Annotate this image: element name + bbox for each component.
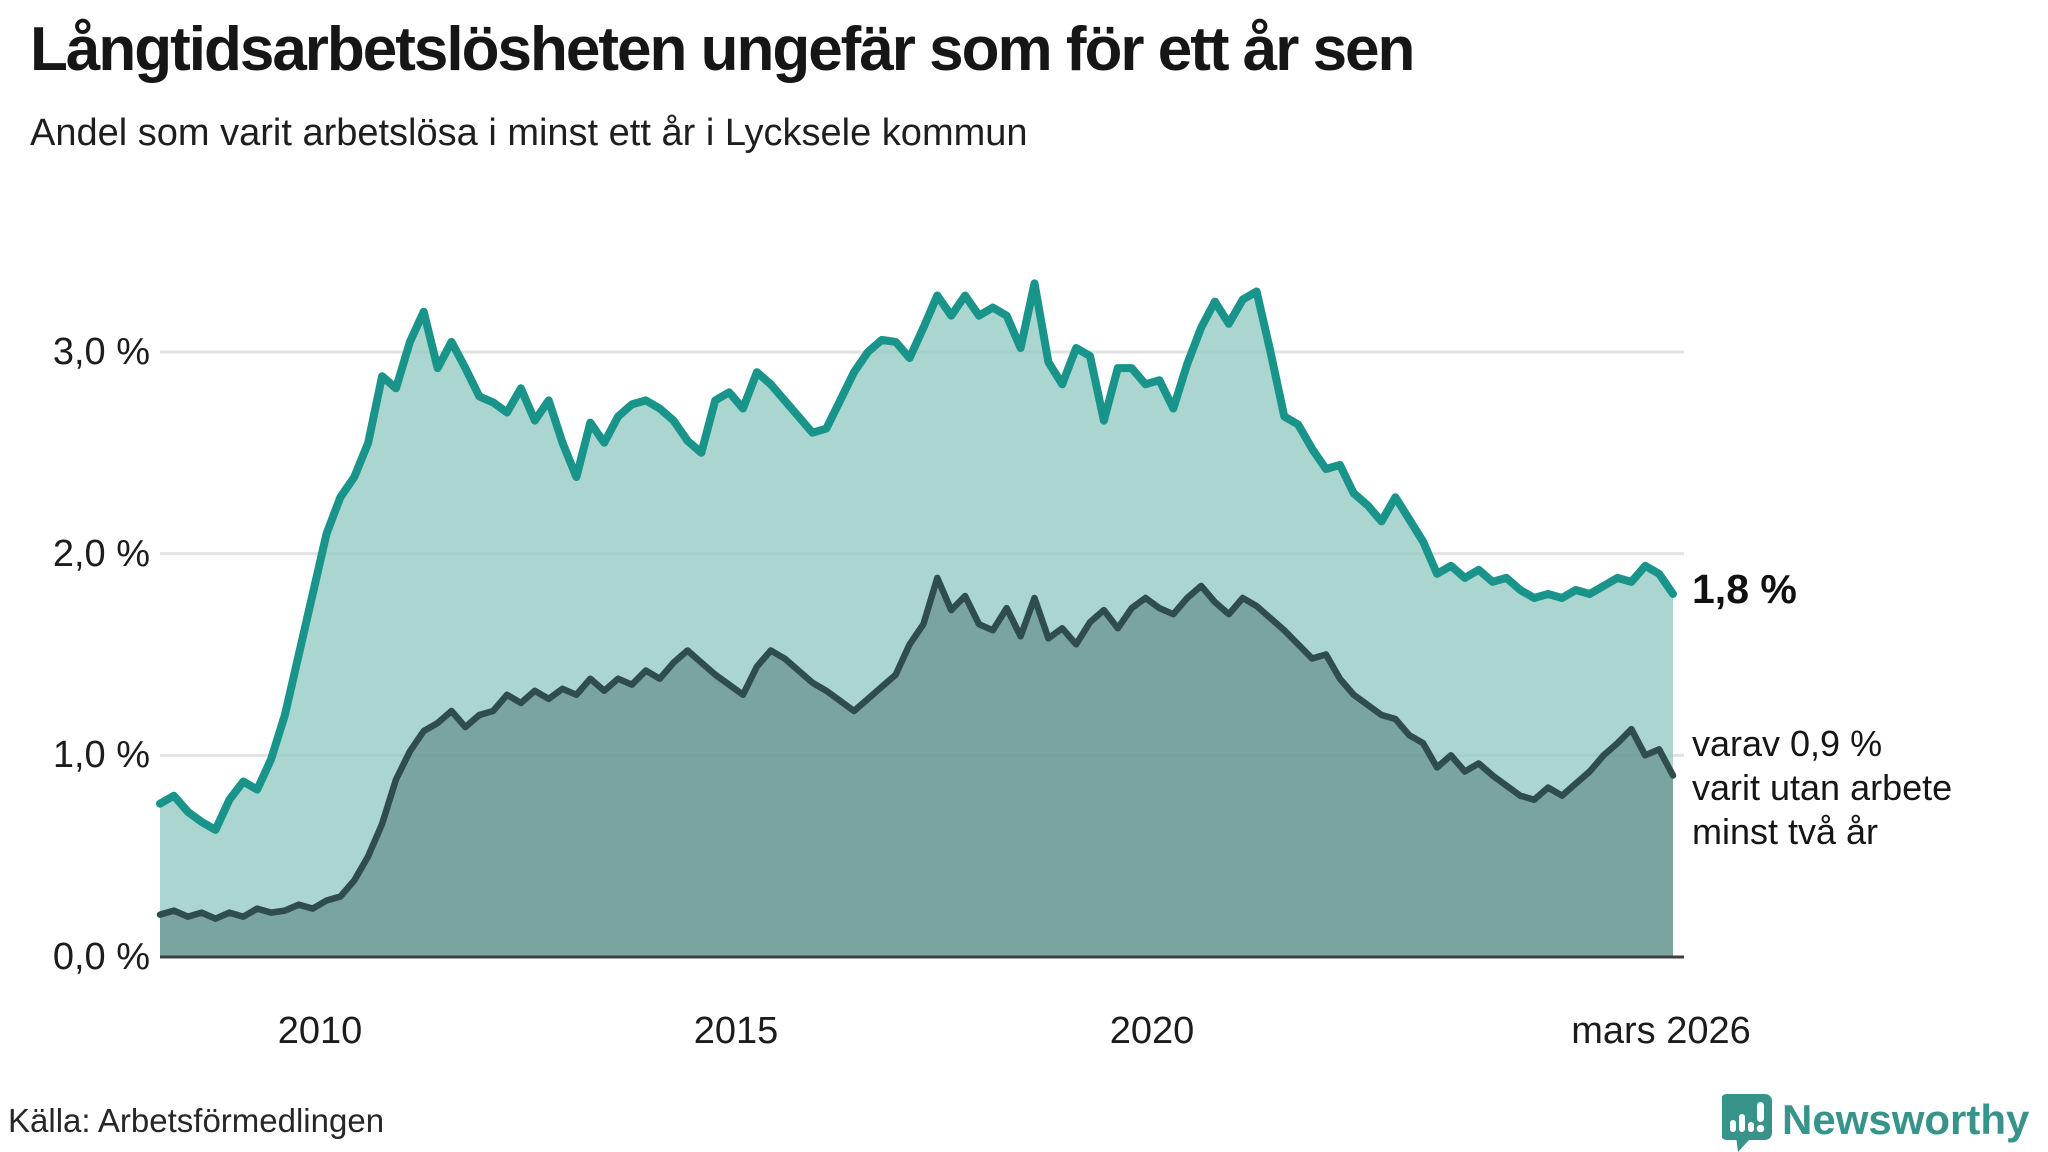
y-tick-0: 0,0 % (52, 936, 150, 978)
series-line (156, 574, 1677, 922)
x-tick-mars-2026: mars 2026 (1571, 1010, 1751, 1052)
y-tick-1: 1,0 % (52, 734, 150, 776)
end-sub-line-1: varav 0,9 % (1692, 723, 1883, 764)
series-area (160, 577, 1673, 957)
y-tick-2: 2,0 % (52, 533, 150, 575)
x-tick-2015: 2015 (693, 1010, 779, 1052)
chart-title: Långtidsarbetslösheten ungefär som för e… (30, 15, 1415, 84)
newsworthy-logo-icon (1722, 1094, 1772, 1152)
series-area (160, 283, 1673, 957)
y-tick-3: 3,0 % (52, 331, 150, 373)
series-line (156, 279, 1677, 834)
series-end-value-label: 1,8 % (1692, 566, 1797, 612)
end-sub-line-3: minst två år (1692, 811, 1879, 852)
end-sub-line-2: varit utan arbete (1692, 767, 1953, 808)
source-credit: Källa: Arbetsförmedlingen (8, 1102, 385, 1139)
chart-subtitle: Andel som varit arbetslösa i minst ett å… (30, 112, 1028, 154)
x-tick-2020: 2020 (1109, 1010, 1195, 1052)
series-end-sub-label: varav 0,9 % varit utan arbete minst två … (1692, 722, 1952, 854)
x-tick-2010: 2010 (277, 1010, 363, 1052)
newsworthy-logo-text: Newsworthy (1782, 1096, 2030, 1143)
